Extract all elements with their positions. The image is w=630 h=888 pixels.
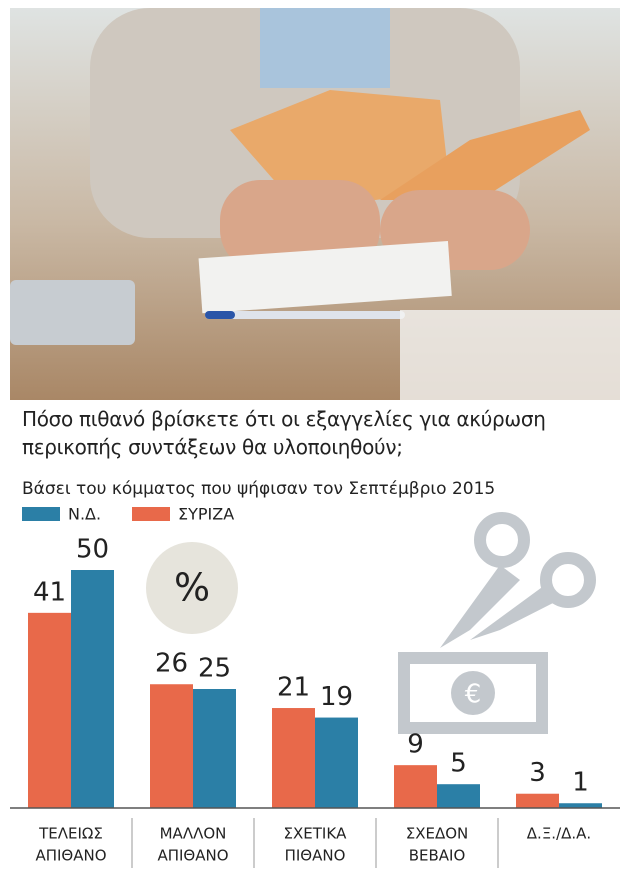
legend-label: ΣΥΡΙΖΑ xyxy=(178,505,234,524)
chart-subtitle: Βάσει του κόμματος που ψήφισαν τον Σεπτέ… xyxy=(22,479,495,499)
photo xyxy=(10,8,620,400)
bar xyxy=(193,689,236,808)
title-box: Πόσο πιθανό βρίσκετε ότι οι εξαγγελίες γ… xyxy=(22,407,546,459)
legend-swatch xyxy=(22,507,60,521)
value-label: 9 xyxy=(407,730,424,760)
bar xyxy=(437,784,480,808)
value-label: 21 xyxy=(277,673,310,703)
value-label: 3 xyxy=(529,758,546,788)
unit-label: % xyxy=(174,566,210,610)
x-tick-label: ΣΧΕΤΙΚΑ xyxy=(284,825,348,843)
unit-badge xyxy=(146,542,238,634)
value-label: 41 xyxy=(33,577,66,607)
bar xyxy=(272,708,315,808)
x-tick-label: ΑΠΙΘΑΝΟ xyxy=(157,847,228,865)
x-tick-label: Δ.Ξ./Δ.Α. xyxy=(527,825,591,843)
value-label: 25 xyxy=(198,654,231,684)
value-label: 26 xyxy=(155,649,188,679)
legend-label: Ν.Δ. xyxy=(68,505,101,524)
value-label: 1 xyxy=(572,768,589,798)
x-tick-label: ΠΙΘΑΝΟ xyxy=(285,847,346,865)
bar xyxy=(315,717,358,808)
bar xyxy=(394,765,437,808)
chart-title: Πόσο πιθανό βρίσκετε ότι οι εξαγγελίες γ… xyxy=(22,407,546,459)
bar xyxy=(516,793,559,808)
scissors-icon: € xyxy=(398,512,596,734)
value-label: 19 xyxy=(320,682,353,712)
x-tick-label: ΣΧΕΔΟΝ xyxy=(406,825,469,843)
legend-swatch xyxy=(132,507,170,521)
bar xyxy=(28,612,71,808)
value-label: 50 xyxy=(76,535,109,565)
x-tick-label: ΜΑΛΛΟΝ xyxy=(160,825,227,843)
x-tick-label: ΑΠΙΘΑΝΟ xyxy=(35,847,106,865)
bar xyxy=(559,803,602,808)
bar xyxy=(150,684,193,808)
value-label: 5 xyxy=(450,749,467,779)
x-tick-label: ΤΕΛΕΙΩΣ xyxy=(38,825,103,843)
bar xyxy=(71,570,114,808)
x-tick-label: ΒΕΒΑΙΟ xyxy=(409,847,466,865)
euro-sign: € xyxy=(465,680,482,710)
